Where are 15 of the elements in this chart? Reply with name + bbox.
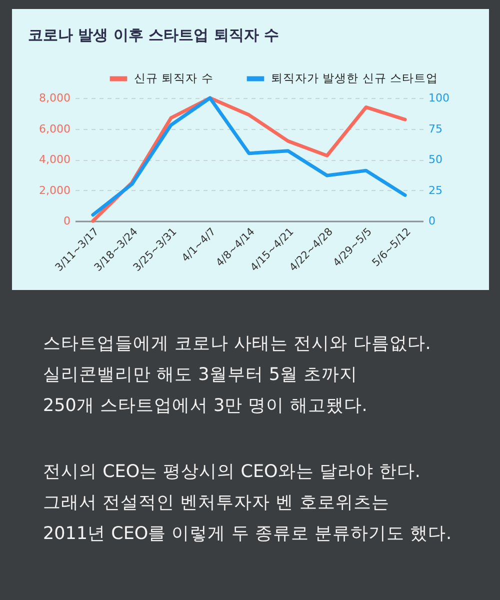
text: 스타트업들에게 코로나 사태는 전시와 다름없다. 실리콘밸리만 해도 3월부터 5월 초까지 250개 스타트업에서 3만 명이 해고됐다. [43,334,431,416]
y-tick-label: 0 [64,214,70,228]
y2-tick-label: 100 [428,92,450,104]
y2-tick-label: 25 [428,184,442,197]
legend-label: 퇴직자가 발생한 신규 스타트업 [271,70,438,85]
y2-tick-label: 50 [428,153,442,166]
y2-tick-label: 75 [428,122,442,136]
y-tick-label: 4,000 [39,153,70,166]
chart-title: 코로나 발생 이후 스타트업 퇴직자 수 [28,26,280,44]
y-tick-label: 6,000 [39,122,70,136]
legend-label: 신규 퇴직자 수 [134,70,214,85]
y2-tick-label: 0 [428,214,436,228]
y-tick-label: 2,000 [39,184,70,197]
text: 전시의 CEO는 평상시의 CEO와는 달라야 한다. 그래서 전설적인 벤처투자자 벤 호로위츠는 2011년 CEO를 이렇게 두 종류로 분류하기도 했다. [43,462,452,544]
y-tick-label: 8,000 [39,92,70,104]
